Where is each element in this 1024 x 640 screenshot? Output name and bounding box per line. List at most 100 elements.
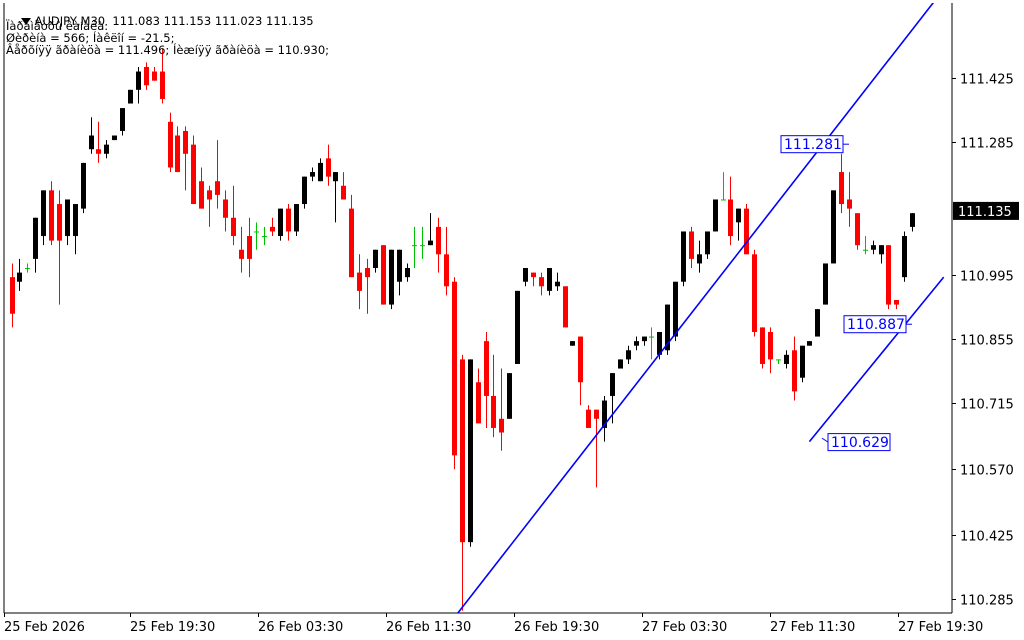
candle-body bbox=[752, 254, 757, 332]
candle-body bbox=[728, 199, 733, 237]
candle-body bbox=[894, 300, 899, 305]
candle-body bbox=[112, 135, 117, 141]
candle-body bbox=[397, 249, 402, 282]
candle-body bbox=[815, 309, 820, 337]
candle bbox=[555, 272, 560, 291]
candle bbox=[768, 327, 773, 374]
candle-body bbox=[428, 240, 433, 246]
candle bbox=[515, 290, 520, 364]
candle-body bbox=[381, 245, 386, 305]
candle-body bbox=[594, 409, 599, 419]
candle-body bbox=[570, 341, 575, 346]
candle bbox=[104, 140, 109, 159]
candle bbox=[594, 409, 599, 488]
candle-body bbox=[523, 268, 528, 282]
candle bbox=[57, 190, 62, 305]
candle bbox=[728, 176, 733, 246]
candle-body bbox=[73, 204, 78, 237]
candle-body bbox=[697, 254, 702, 264]
candle-body bbox=[460, 359, 465, 543]
candle-body bbox=[626, 350, 631, 360]
candle bbox=[760, 327, 765, 369]
symbol-label: AUDJPY,M30 bbox=[34, 14, 106, 28]
candle bbox=[847, 172, 852, 227]
candle-body bbox=[231, 217, 236, 237]
candle-body bbox=[586, 409, 591, 428]
candle bbox=[33, 217, 38, 273]
candle bbox=[665, 304, 670, 355]
price-tick-label: 110.995 bbox=[960, 270, 1014, 285]
candle bbox=[341, 172, 346, 200]
price-tick-label: 110.715 bbox=[960, 398, 1014, 413]
candle bbox=[886, 245, 891, 310]
candle-body bbox=[412, 245, 417, 247]
candle-body bbox=[326, 158, 331, 177]
candle-body bbox=[578, 336, 583, 383]
dropdown-triangle-icon[interactable] bbox=[20, 18, 31, 25]
candle-body bbox=[286, 208, 291, 232]
candle-body bbox=[318, 162, 323, 182]
candle bbox=[523, 268, 528, 287]
candle-body bbox=[175, 135, 180, 173]
candle-body bbox=[365, 268, 370, 278]
indicator-boundaries: Âåðõíÿÿ ãðàíèöà = 111.496; Íèæíÿÿ ãðàíèö… bbox=[6, 43, 330, 57]
channel-lower-trendline bbox=[808, 276, 945, 443]
candle-body bbox=[349, 208, 354, 278]
candle bbox=[855, 213, 860, 250]
candle-body bbox=[681, 231, 686, 282]
candle-body bbox=[871, 245, 876, 250]
candle bbox=[736, 208, 741, 241]
candle bbox=[128, 89, 133, 104]
candle bbox=[839, 153, 844, 214]
candle bbox=[713, 199, 718, 232]
candle bbox=[254, 222, 259, 250]
candle-body bbox=[452, 281, 457, 456]
candle-body bbox=[144, 66, 149, 86]
candle bbox=[863, 236, 868, 255]
candle bbox=[823, 263, 828, 305]
candle-body bbox=[499, 418, 504, 433]
candle-body bbox=[49, 190, 54, 241]
time-tick-label: 26 Feb 19:30 bbox=[514, 620, 599, 635]
candle-body bbox=[333, 172, 338, 182]
candle bbox=[310, 167, 315, 182]
candle-body bbox=[713, 199, 718, 232]
candle-body bbox=[81, 162, 86, 209]
candle bbox=[191, 135, 196, 205]
candle-body bbox=[602, 400, 607, 428]
candle-body bbox=[515, 290, 520, 364]
candle bbox=[784, 350, 789, 369]
candle bbox=[73, 204, 78, 255]
candle-body bbox=[744, 208, 749, 255]
candle bbox=[792, 336, 797, 401]
time-tick-label: 27 Feb 11:30 bbox=[770, 620, 855, 635]
candle-body bbox=[776, 359, 781, 361]
candle bbox=[17, 258, 22, 291]
candle-body bbox=[657, 331, 662, 355]
candle bbox=[41, 190, 46, 246]
candle bbox=[831, 190, 836, 264]
candle bbox=[302, 176, 307, 209]
candle-body bbox=[389, 249, 394, 305]
candle-body bbox=[89, 135, 94, 150]
price-tick-label: 110.570 bbox=[960, 464, 1014, 479]
candle bbox=[436, 217, 441, 273]
channel-lower-label-pointer bbox=[821, 437, 829, 443]
candle-body bbox=[563, 286, 568, 328]
candle bbox=[286, 204, 291, 241]
candle bbox=[207, 185, 212, 227]
current-price-box bbox=[953, 201, 1019, 220]
candle-body bbox=[784, 354, 789, 364]
candle bbox=[602, 395, 607, 442]
candle bbox=[894, 300, 899, 310]
candle-body bbox=[839, 172, 844, 205]
candle bbox=[547, 268, 552, 296]
candle-body bbox=[610, 373, 615, 396]
candle bbox=[278, 208, 283, 241]
current-price-label: 111.135 bbox=[958, 205, 1012, 220]
candle bbox=[752, 249, 757, 337]
candle-body bbox=[128, 89, 133, 104]
candle bbox=[578, 336, 583, 406]
